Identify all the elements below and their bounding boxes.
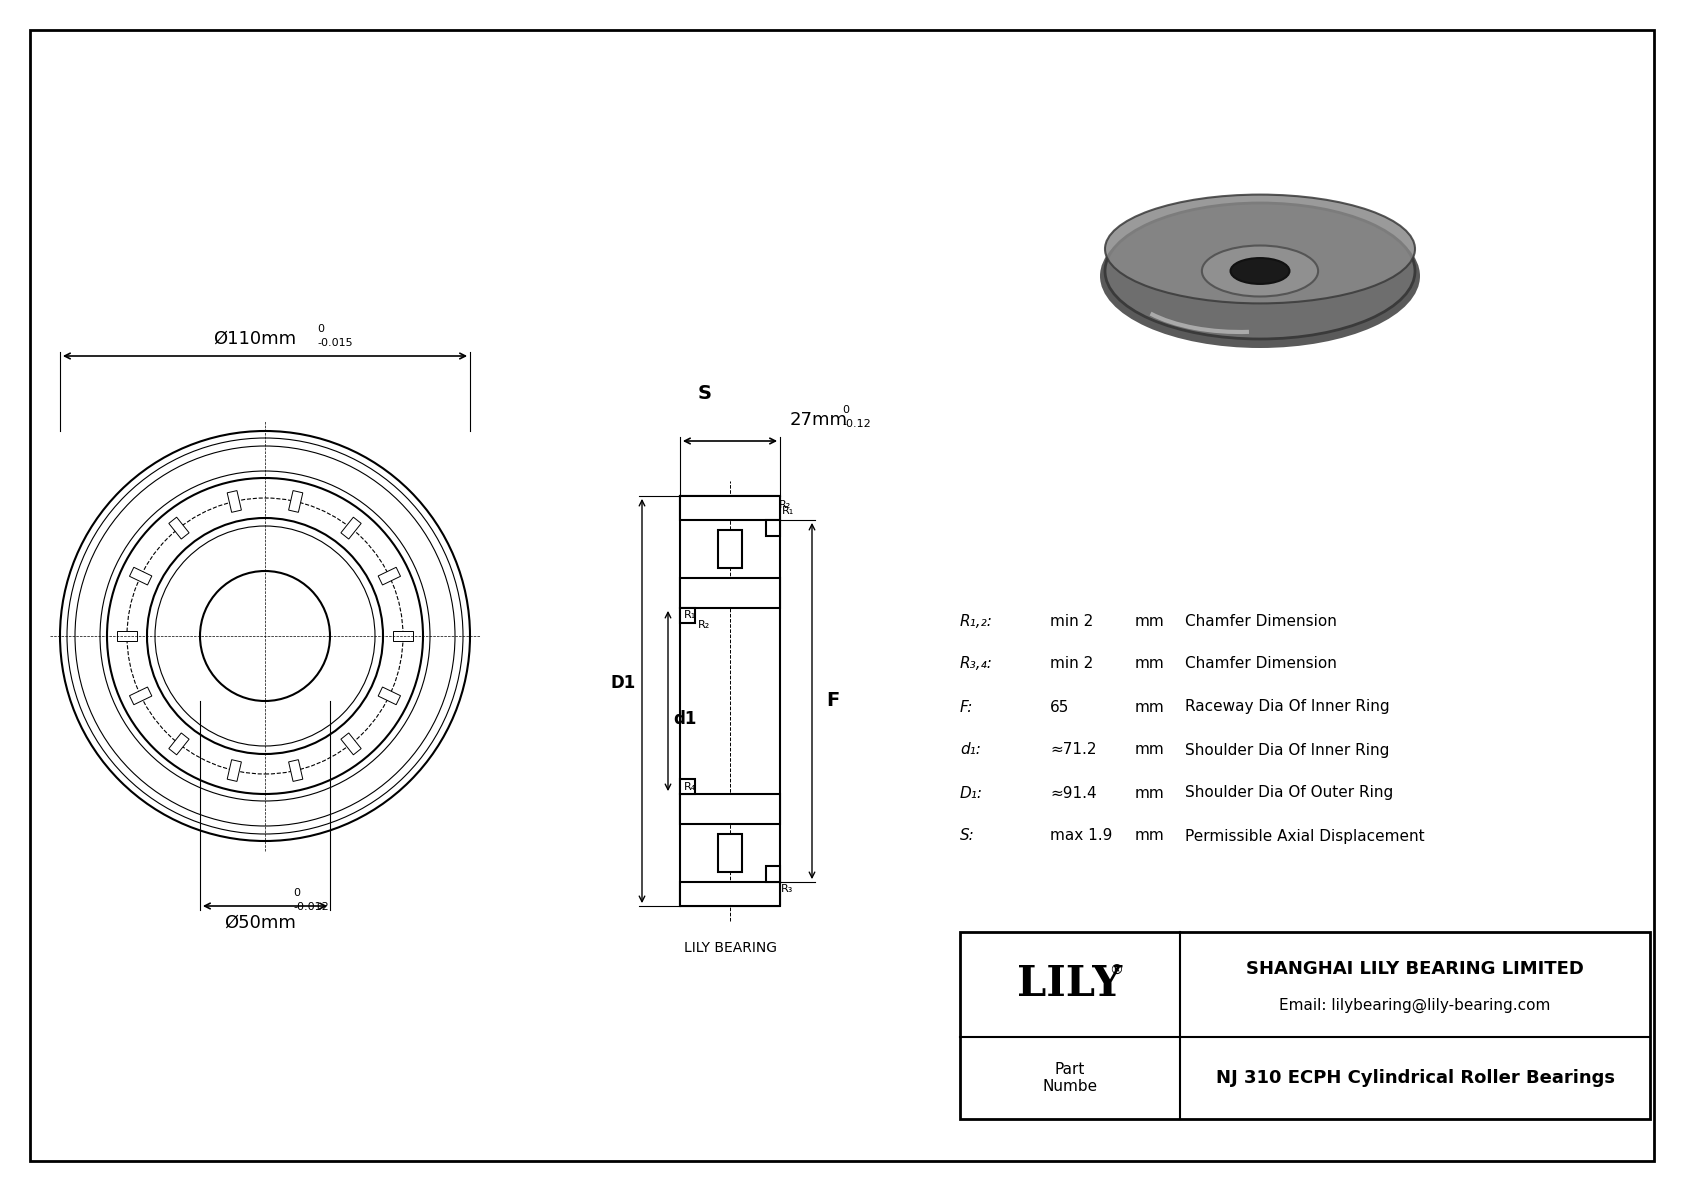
Bar <box>227 491 241 512</box>
Bar <box>340 732 360 755</box>
Text: LILY BEARING: LILY BEARING <box>684 941 776 955</box>
Text: R₁,₂:: R₁,₂: <box>960 613 994 629</box>
Bar <box>288 760 303 781</box>
Bar <box>766 866 780 883</box>
Text: ®: ® <box>1110 964 1123 978</box>
Text: mm: mm <box>1135 742 1165 757</box>
Text: D1: D1 <box>611 674 637 692</box>
Bar <box>288 491 303 512</box>
Text: LILY: LILY <box>1017 964 1123 1005</box>
Text: min 2: min 2 <box>1051 656 1093 672</box>
Text: R₂: R₂ <box>697 621 711 630</box>
Bar <box>168 517 189 540</box>
Text: R₄: R₄ <box>684 782 695 792</box>
Text: max 1.9: max 1.9 <box>1051 829 1113 843</box>
Text: R₂: R₂ <box>780 500 791 510</box>
Bar <box>717 530 743 568</box>
Bar <box>379 687 401 705</box>
Text: ≈71.2: ≈71.2 <box>1051 742 1096 757</box>
Text: ≈91.4: ≈91.4 <box>1051 786 1096 800</box>
Bar <box>680 883 780 906</box>
Text: D₁:: D₁: <box>960 786 983 800</box>
Text: S:: S: <box>960 829 975 843</box>
Bar <box>168 732 189 755</box>
Text: R₃,₄:: R₃,₄: <box>960 656 994 672</box>
Text: 27mm: 27mm <box>790 411 849 429</box>
Text: Chamfer Dimension: Chamfer Dimension <box>1186 656 1337 672</box>
Bar <box>116 631 136 641</box>
Text: Ø50mm: Ø50mm <box>224 913 296 933</box>
Bar <box>379 567 401 585</box>
Text: mm: mm <box>1135 786 1165 800</box>
Text: F:: F: <box>960 699 973 715</box>
Text: R₃: R₃ <box>781 884 793 894</box>
Text: min 2: min 2 <box>1051 613 1093 629</box>
Text: -0.12: -0.12 <box>842 419 871 429</box>
Text: Shoulder Dia Of Outer Ring: Shoulder Dia Of Outer Ring <box>1186 786 1393 800</box>
Bar <box>392 631 413 641</box>
Text: F: F <box>825 692 839 711</box>
Bar <box>340 517 360 540</box>
Bar <box>680 779 695 794</box>
Text: 0: 0 <box>293 888 300 898</box>
Text: Ø110mm: Ø110mm <box>214 330 296 348</box>
Text: 0: 0 <box>317 324 323 333</box>
Text: NJ 310 ECPH Cylindrical Roller Bearings: NJ 310 ECPH Cylindrical Roller Bearings <box>1216 1070 1615 1087</box>
Text: Raceway Dia Of Inner Ring: Raceway Dia Of Inner Ring <box>1186 699 1389 715</box>
Text: d₁:: d₁: <box>960 742 980 757</box>
Text: mm: mm <box>1135 656 1165 672</box>
Text: 0: 0 <box>842 405 849 414</box>
Bar <box>680 495 780 520</box>
Bar <box>680 607 695 623</box>
Ellipse shape <box>1105 194 1415 304</box>
Text: 65: 65 <box>1051 699 1069 715</box>
Bar <box>227 760 241 781</box>
Text: Part
Numbe: Part Numbe <box>1042 1062 1098 1095</box>
Text: -0.012: -0.012 <box>293 902 328 912</box>
Bar <box>766 520 780 536</box>
Text: Chamfer Dimension: Chamfer Dimension <box>1186 613 1337 629</box>
Text: S: S <box>697 384 712 403</box>
Ellipse shape <box>1231 258 1290 283</box>
Ellipse shape <box>1202 245 1319 297</box>
Text: R₁: R₁ <box>781 506 795 516</box>
Text: -0.015: -0.015 <box>317 338 352 348</box>
Text: Shoulder Dia Of Inner Ring: Shoulder Dia Of Inner Ring <box>1186 742 1389 757</box>
Text: Email: lilybearing@lily-bearing.com: Email: lilybearing@lily-bearing.com <box>1280 998 1551 1014</box>
Text: Permissible Axial Displacement: Permissible Axial Displacement <box>1186 829 1425 843</box>
Bar <box>960 933 1650 1120</box>
Bar <box>717 834 743 872</box>
Text: SHANGHAI LILY BEARING LIMITED: SHANGHAI LILY BEARING LIMITED <box>1246 960 1585 978</box>
Bar <box>680 578 780 607</box>
Text: mm: mm <box>1135 699 1165 715</box>
Text: mm: mm <box>1135 613 1165 629</box>
Text: d1: d1 <box>674 710 697 728</box>
Text: R₁: R₁ <box>684 610 695 621</box>
Bar <box>130 687 152 705</box>
Ellipse shape <box>1100 204 1420 348</box>
Bar <box>130 567 152 585</box>
Text: mm: mm <box>1135 829 1165 843</box>
Ellipse shape <box>1105 202 1415 339</box>
Bar <box>680 794 780 824</box>
